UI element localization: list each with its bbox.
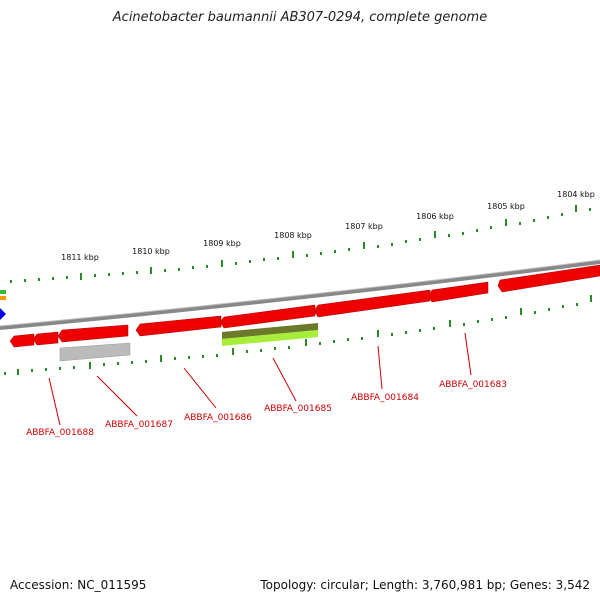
scale-label: 1804 kbp — [557, 190, 595, 199]
gene-arrow — [9, 333, 35, 348]
gene-label: ABBFA_001685 — [264, 404, 332, 414]
outer-scale-ticks — [10, 205, 591, 283]
gene-arrow — [135, 315, 222, 337]
scale-label: 1810 kbp — [132, 247, 170, 256]
olive-feature — [222, 323, 318, 339]
lime-feature — [222, 330, 318, 346]
forward-genes — [9, 264, 600, 348]
edge-marker-blue — [0, 308, 6, 320]
gene-label: ABBFA_001684 — [351, 393, 419, 403]
inner-scale-ticks — [4, 295, 592, 375]
gene-arrow — [427, 281, 489, 303]
scale-label: 1811 kbp — [61, 253, 99, 262]
scale-labels: 1811 kbp 1810 kbp 1809 kbp 1808 kbp 1807… — [61, 190, 595, 262]
gene-label: ABBFA_001687 — [105, 420, 173, 430]
gene-arrow — [57, 324, 129, 343]
edge-marker-orange — [0, 296, 6, 300]
edge-marker-green — [0, 290, 6, 294]
leader-lines — [48, 332, 472, 426]
scale-label: 1807 kbp — [345, 222, 383, 231]
gene-arrow — [497, 264, 600, 293]
gene-label: ABBFA_001683 — [439, 380, 507, 390]
grey-feature — [59, 342, 131, 362]
gene-label: ABBFA_001686 — [184, 413, 252, 423]
gene-label: ABBFA_001688 — [26, 428, 94, 438]
genome-title: Acinetobacter baumannii AB307-0294, comp… — [112, 10, 488, 25]
scale-label: 1805 kbp — [487, 202, 525, 211]
genome-backbone — [0, 260, 600, 330]
scale-label: 1808 kbp — [274, 231, 312, 240]
accession-text: Accession: NC_011595 — [10, 578, 147, 592]
topology-text: Topology: circular; Length: 3,760,981 bp… — [260, 578, 590, 592]
scale-label: 1809 kbp — [203, 239, 241, 248]
gene-arrow — [219, 304, 316, 329]
scale-label: 1806 kbp — [416, 212, 454, 221]
gene-arrow — [32, 331, 59, 346]
gene-labels: ABBFA_001688 ABBFA_001687 ABBFA_001686 A… — [26, 380, 507, 438]
